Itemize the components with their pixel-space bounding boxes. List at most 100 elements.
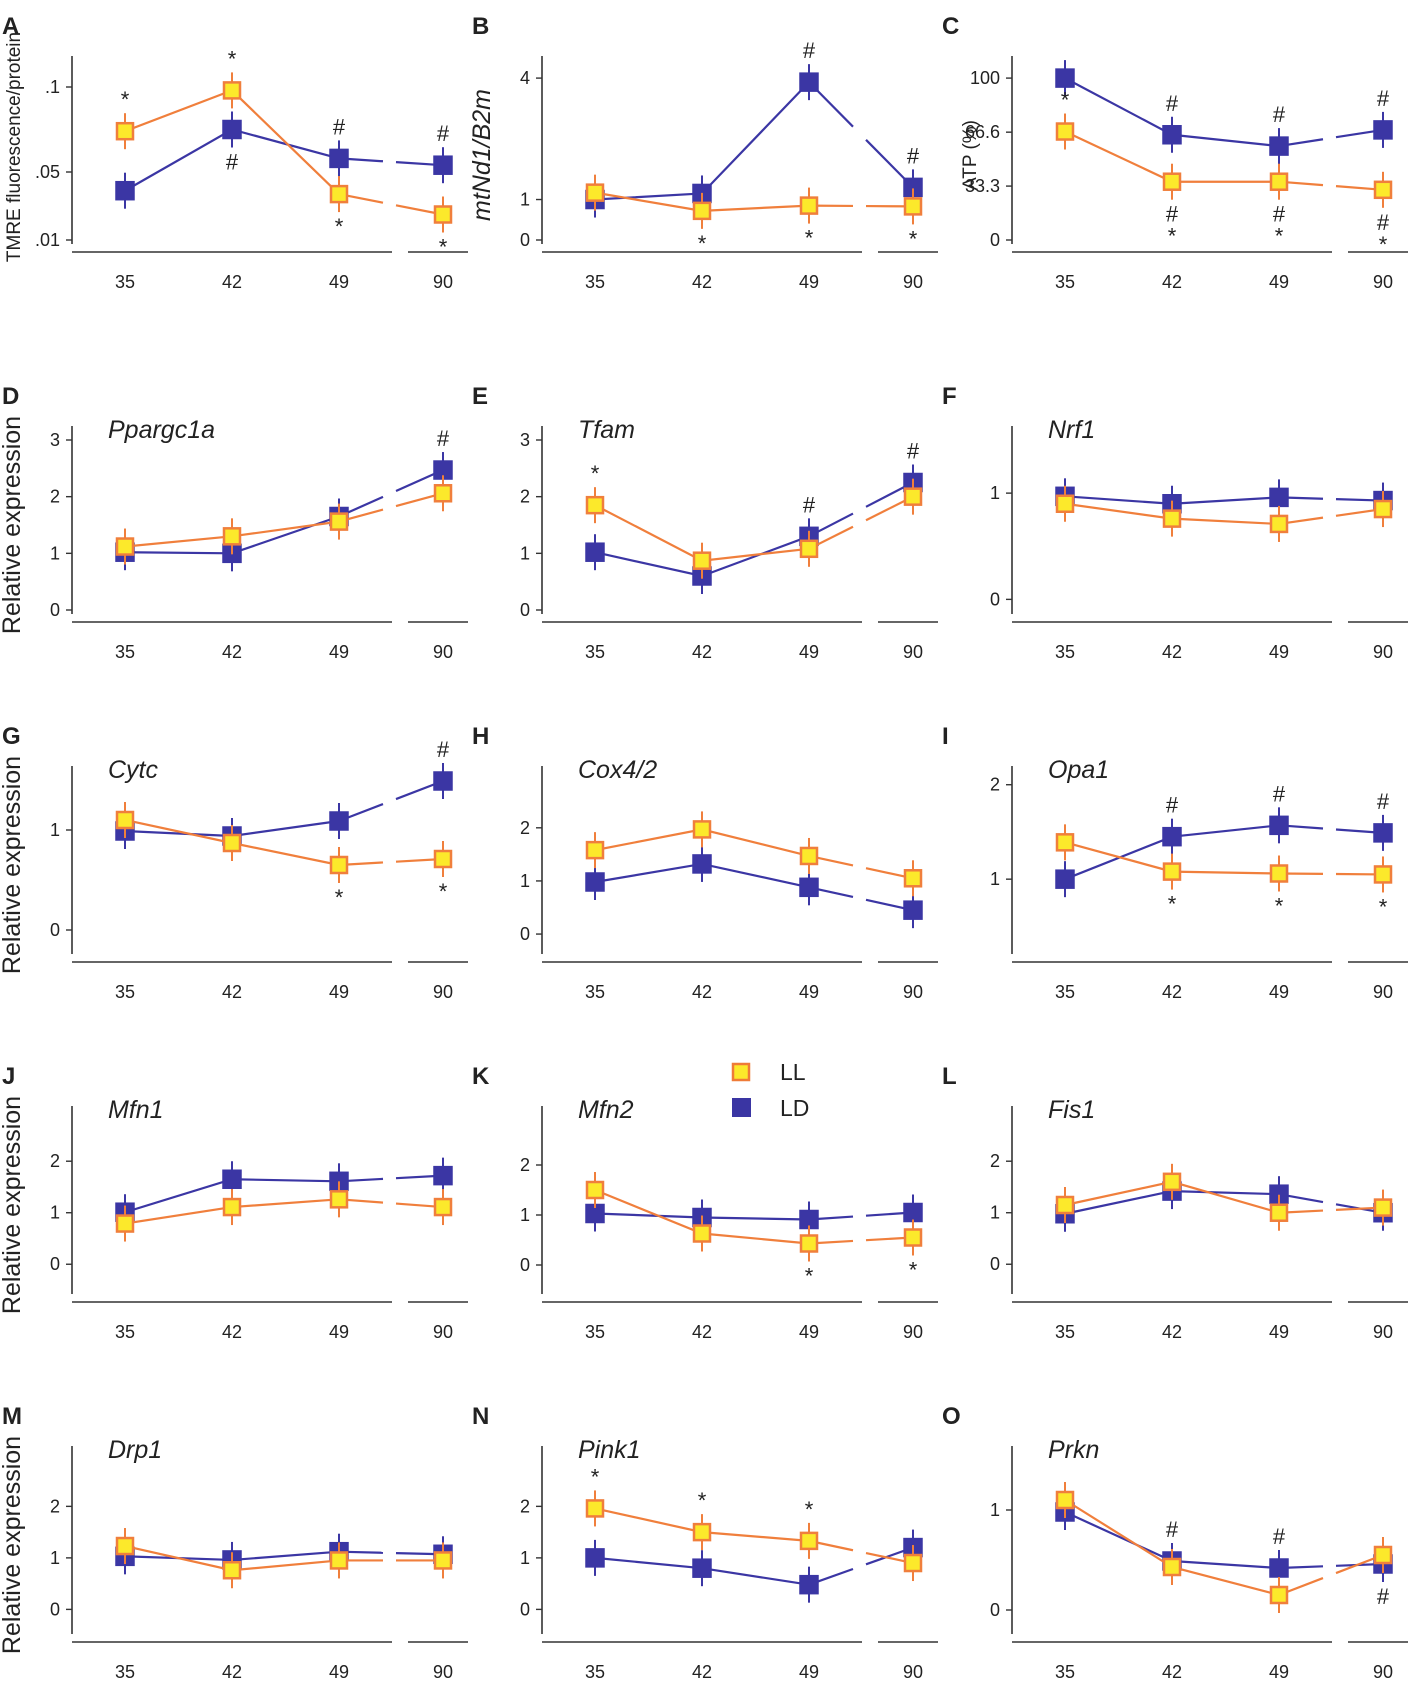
annotation-ll-42: * [1168,224,1177,249]
data-point-ll-35 [115,537,135,556]
data-point-ld-35 [115,180,135,201]
annotation-ld-90: # [907,439,920,464]
data-point-ld-90 [1373,823,1393,843]
data-point-ll-35 [115,1536,135,1556]
y-tick-label: 1 [50,1548,60,1568]
x-tick-label: 49 [329,1322,349,1342]
x-tick-label: 42 [222,982,242,1002]
y-tick-label: 1 [50,820,60,840]
data-point-ll-90 [1373,1198,1393,1217]
x-tick-label: 49 [799,982,819,1002]
x-tick-label: 90 [1373,272,1393,292]
y-tick-label: 0 [50,600,60,620]
annotation-ll-35: * [1061,88,1070,113]
y-tick-label: 1 [990,1203,1000,1223]
data-point-ll-42 [1162,862,1182,881]
x-tick-label: 35 [585,982,605,1002]
x-tick-label: 35 [1055,1662,1075,1682]
y-tick-label: 2 [50,487,60,507]
legend-ld-label: LD [780,1095,809,1121]
x-tick-label: 90 [1373,1322,1393,1342]
panel-f: F 0 1 35 42 49 90 Nrf1 [942,383,1408,662]
data-point-ll-42 [222,81,242,100]
data-point-ll-49 [329,512,349,531]
panel-l: L 0 1 2 35 42 49 90 Fis1 [942,1063,1408,1342]
x-tick-label: 35 [585,642,605,662]
data-point-ll-90 [903,869,923,888]
x-tick-label: 35 [115,982,135,1002]
data-point-ll-49 [1269,172,1289,191]
data-point-ld-42 [692,854,712,874]
x-tick-label: 42 [692,982,712,1002]
y-tick-label: 2 [520,1496,530,1516]
data-point-ld-42 [222,1169,242,1189]
data-point-ld-49 [799,877,819,898]
data-point-ll-49 [329,1190,349,1209]
data-point-ld-90 [433,1165,453,1186]
x-tick-label: 90 [903,1662,923,1682]
data-point-ld-35 [585,1548,605,1568]
y-tick-label: 2 [50,1151,60,1171]
x-tick-label: 49 [329,982,349,1002]
data-point-ld-35 [1055,68,1075,88]
data-point-ld-49 [329,811,349,831]
gene-title: Ppargc1a [108,416,215,444]
data-point-ll-90 [1373,1545,1393,1565]
y-tick-label: 2 [990,1151,1000,1171]
x-tick-label: 35 [1055,272,1075,292]
data-point-ld-49 [799,72,819,92]
data-point-ll-49 [799,1531,819,1551]
panel-j: J 0 1 2 35 42 49 90 Relative expression Mfn1 [0,1063,468,1342]
data-point-ll-49 [799,539,819,559]
x-tick-label: 90 [433,272,453,292]
x-tick-label: 90 [433,1322,453,1342]
data-point-ll-42 [692,820,712,839]
x-tick-label: 42 [222,272,242,292]
x-tick-label: 90 [433,1662,453,1682]
annotation-ld-49: # [803,38,816,63]
data-point-ll-90 [433,1197,453,1217]
gene-title: Nrf1 [1048,416,1095,444]
x-tick-label: 42 [222,642,242,662]
data-point-ld-49 [1269,487,1289,508]
data-point-ll-42 [692,1522,712,1542]
data-point-ll-35 [115,1214,135,1233]
y-tick-label: 100 [970,68,1000,88]
data-point-ll-49 [799,1234,819,1253]
annotation-ll-42: # [1166,202,1179,227]
data-point-ld-90 [903,900,923,920]
panel-label: G [2,723,21,750]
annotation-ld-42: # [226,150,239,175]
x-tick-label: 90 [903,642,923,662]
annotation-ll-42: * [698,1488,707,1513]
x-tick-label: 90 [433,982,453,1002]
data-point-ld-49 [1269,136,1289,156]
panel-b: B 0 1 4 35 42 49 90 mtNd1/B2m * * * # # [468,13,938,292]
panel-label: B [472,13,489,40]
y-tick-label: 1 [990,483,1000,503]
y-tick-label: 3 [50,430,60,450]
annotation-ll-42: * [698,231,707,256]
data-point-ld-42 [1162,826,1182,847]
y-tick-label: 0 [50,920,60,940]
data-point-ll-90 [433,849,453,869]
x-tick-label: 42 [692,272,712,292]
gene-title: Cytc [108,756,159,784]
y-tick-label: 0 [520,230,530,250]
x-tick-label: 35 [115,1662,135,1682]
gene-title: Mfn2 [578,1096,634,1124]
data-point-ld-35 [1055,869,1075,889]
annotation-ll-42: * [1168,892,1177,917]
gene-title: Tfam [578,416,635,444]
x-tick-label: 49 [1269,642,1289,662]
y-tick-label: 0 [990,230,1000,250]
data-point-ll-35 [585,495,605,515]
y-tick-label: .01 [35,230,60,250]
annotation-ll-90: # [1377,210,1390,235]
data-point-ld-49 [1269,1558,1289,1578]
y-tick-label: 0 [520,1255,530,1275]
